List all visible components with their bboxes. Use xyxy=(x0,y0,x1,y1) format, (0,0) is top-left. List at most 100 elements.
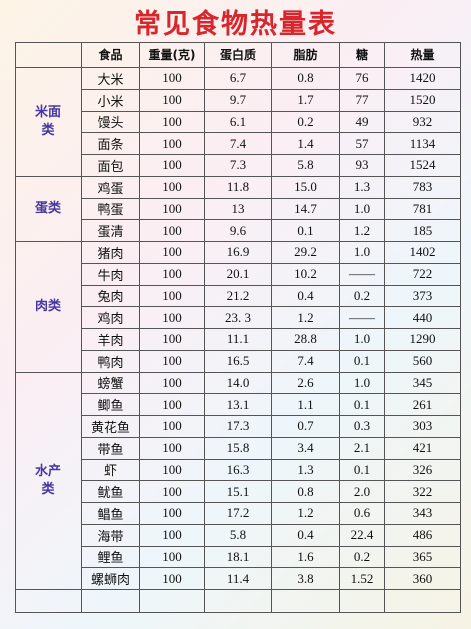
empty-cell xyxy=(82,590,140,613)
table-cell: 1.2 xyxy=(340,220,385,242)
table-cell: 1420 xyxy=(385,68,461,90)
table-cell: 鱿鱼 xyxy=(82,481,140,503)
table-cell: 鲫鱼 xyxy=(82,394,140,416)
table-cell: 1.0 xyxy=(340,329,385,351)
table-cell: 781 xyxy=(385,198,461,221)
empty-cell xyxy=(140,590,205,613)
table-cell: 0.8 xyxy=(272,481,340,503)
table-cell: 11.8 xyxy=(205,176,272,199)
table-cell: 鸭肉 xyxy=(82,350,140,373)
group-label: 水产类 xyxy=(15,372,82,590)
table-cell: 7.3 xyxy=(205,155,272,177)
table-cell: 100 xyxy=(140,459,205,482)
table-cell: —— xyxy=(340,263,385,286)
table-cell: 0.1 xyxy=(272,220,340,242)
table-cell: 100 xyxy=(140,437,205,460)
table-cell: 0.2 xyxy=(340,546,385,569)
empty-cell xyxy=(205,590,272,613)
table-cell: 10.2 xyxy=(272,263,340,286)
table-cell: 2.6 xyxy=(272,372,340,395)
table-cell: 15.8 xyxy=(205,437,272,460)
table-cell: 1.3 xyxy=(272,459,340,482)
table-frame xyxy=(15,42,461,613)
title: 常见食物热量表 xyxy=(134,9,337,40)
table-cell: 1.0 xyxy=(340,372,385,395)
table-cell: 345 xyxy=(385,372,461,395)
table-cell: 蛋清 xyxy=(82,220,140,242)
table-cell: 0.4 xyxy=(272,524,340,547)
table-cell: 17.2 xyxy=(205,503,272,525)
table-cell: 100 xyxy=(140,111,205,134)
table-cell: 326 xyxy=(385,459,461,482)
table-cell: 100 xyxy=(140,416,205,438)
table-cell: 9.7 xyxy=(205,89,272,112)
header-cell: 食品 xyxy=(82,42,140,68)
table-cell: 17.3 xyxy=(205,416,272,438)
group-label: 米面类 xyxy=(15,68,82,177)
table-cell: 100 xyxy=(140,220,205,242)
table-cell: 100 xyxy=(140,568,205,590)
table-cell: 18.1 xyxy=(205,546,272,569)
table-cell: 1.2 xyxy=(272,307,340,329)
table-cell: 2.0 xyxy=(340,481,385,503)
table-cell: 虾 xyxy=(82,459,140,482)
table-cell: 100 xyxy=(140,503,205,525)
table-cell: 0.7 xyxy=(272,416,340,438)
table-cell: 100 xyxy=(140,350,205,373)
table-cell: 面条 xyxy=(82,133,140,155)
table-cell: 93 xyxy=(340,155,385,177)
table-cell: 100 xyxy=(140,242,205,264)
table-cell: 0.2 xyxy=(340,285,385,308)
table-cell: 49 xyxy=(340,111,385,134)
table-cell: 360 xyxy=(385,568,461,590)
table-cell: 11.4 xyxy=(205,568,272,590)
table-cell: 1.0 xyxy=(340,242,385,264)
table-cell: 77 xyxy=(340,89,385,112)
table-cell: 16.3 xyxy=(205,459,272,482)
table-cell: 440 xyxy=(385,307,461,329)
table-cell: 560 xyxy=(385,350,461,373)
table-cell: 6.1 xyxy=(205,111,272,134)
table-cell: 9.6 xyxy=(205,220,272,242)
header-cell: 热量 xyxy=(385,42,461,68)
table-cell: 722 xyxy=(385,263,461,286)
table-cell: 0.2 xyxy=(272,111,340,134)
table-cell: 羊肉 xyxy=(82,329,140,351)
table-cell: 100 xyxy=(140,68,205,90)
table-cell: 14.7 xyxy=(272,198,340,221)
table-cell: 76 xyxy=(340,68,385,90)
table-cell: 1.7 xyxy=(272,89,340,112)
table-cell: 100 xyxy=(140,394,205,416)
table-cell: 100 xyxy=(140,285,205,308)
table-cell: 13 xyxy=(205,198,272,221)
table-cell: 100 xyxy=(140,481,205,503)
table-cell: 15.1 xyxy=(205,481,272,503)
table-cell: 100 xyxy=(140,307,205,329)
table-cell: 鸭蛋 xyxy=(82,198,140,221)
table-cell: 7.4 xyxy=(272,350,340,373)
table-cell: 猪肉 xyxy=(82,242,140,264)
table-cell: —— xyxy=(340,307,385,329)
table-cell: 100 xyxy=(140,89,205,112)
table-cell: 16.5 xyxy=(205,350,272,373)
table-cell: 100 xyxy=(140,524,205,547)
table-cell: 1.2 xyxy=(272,503,340,525)
table-cell: 0.1 xyxy=(340,350,385,373)
table-cell: 100 xyxy=(140,546,205,569)
table-cell: 11.1 xyxy=(205,329,272,351)
table-cell: 1.0 xyxy=(340,198,385,221)
table-cell: 100 xyxy=(140,198,205,221)
table-cell: 13.1 xyxy=(205,394,272,416)
table-cell: 28.8 xyxy=(272,329,340,351)
table-cell: 牛肉 xyxy=(82,263,140,286)
table-cell: 1134 xyxy=(385,133,461,155)
table-cell: 100 xyxy=(140,263,205,286)
table-cell: 0.8 xyxy=(272,68,340,90)
table-cell: 21.2 xyxy=(205,285,272,308)
table-cell: 100 xyxy=(140,329,205,351)
table-cell: 23. 3 xyxy=(205,307,272,329)
table-cell: 322 xyxy=(385,481,461,503)
table-cell: 6.7 xyxy=(205,68,272,90)
table-cell: 373 xyxy=(385,285,461,308)
